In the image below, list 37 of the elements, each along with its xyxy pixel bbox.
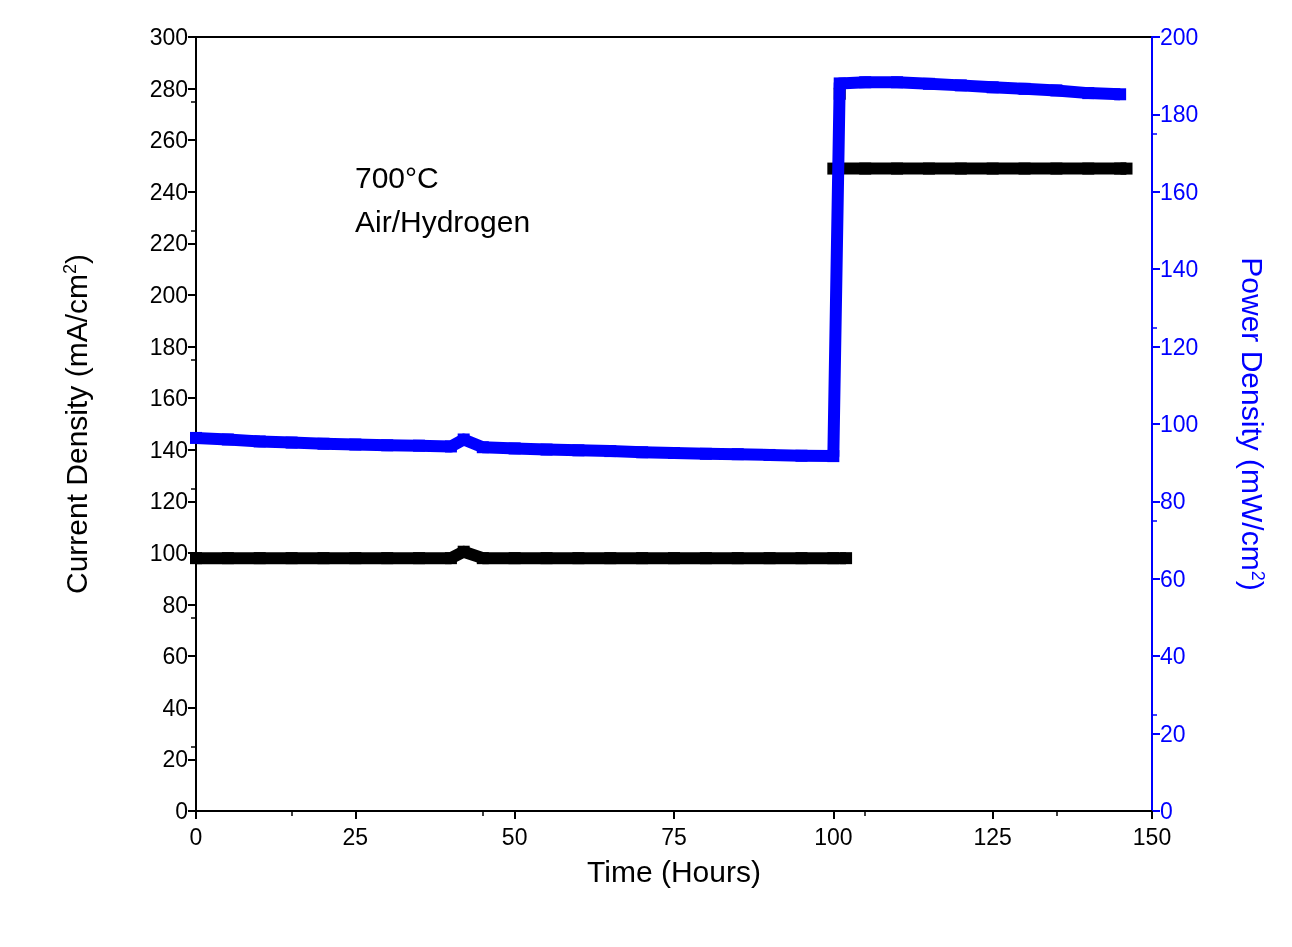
y-tick-label: 40 [162, 694, 188, 721]
y-tick-label: 200 [149, 282, 188, 308]
annotation: 700°C Air/Hydrogen [355, 160, 531, 238]
y-tick-label: 220 [149, 230, 188, 257]
x-tick-label: 25 [342, 823, 369, 850]
y2-tick-label: 140 [1160, 256, 1199, 283]
y2-tick-label: 160 [1160, 178, 1199, 205]
y-tick-label: 140 [149, 436, 188, 463]
y2-tick-label: 200 [1160, 24, 1199, 50]
x-tick-label: 75 [661, 823, 687, 850]
y2-tick-label: 0 [1160, 798, 1173, 824]
y2-tick-label: 180 [1160, 101, 1199, 128]
y2-tick-label: 60 [1160, 565, 1186, 592]
y-tick-label: 180 [149, 333, 188, 360]
y-tick-label: 80 [162, 591, 188, 618]
y2-tick-label: 80 [1160, 488, 1186, 515]
x-tick-label: 50 [501, 823, 528, 850]
y-tick-label: 280 [149, 75, 188, 102]
y2-axis-title: Power Density (mW/cm2) [1235, 257, 1269, 591]
y2-tick-label: 40 [1160, 643, 1186, 670]
y-tick-label: 260 [149, 127, 188, 154]
y-tick-label: 300 [149, 24, 188, 50]
y-tick-label: 160 [149, 385, 188, 412]
y-tick-label: 20 [162, 746, 188, 773]
x-tick-label: 125 [973, 823, 1012, 850]
y2-tick-label: 120 [1160, 333, 1199, 360]
y-axis-title: Current Density (mA/cm2) [59, 253, 93, 595]
x-tick-label: 150 [1132, 823, 1172, 850]
y2-tick-label: 100 [1160, 411, 1199, 437]
y-tick-label: 60 [162, 643, 188, 670]
y-tick-label: 0 [175, 798, 188, 824]
y2-tick-label: 20 [1160, 720, 1186, 747]
x-axis-title: Time (Hours) [587, 854, 761, 888]
y-tick-label: 120 [149, 488, 188, 515]
x-tick-label: 100 [814, 823, 853, 850]
y-tick-label: 100 [149, 540, 188, 566]
y-tick-label: 240 [149, 178, 188, 205]
